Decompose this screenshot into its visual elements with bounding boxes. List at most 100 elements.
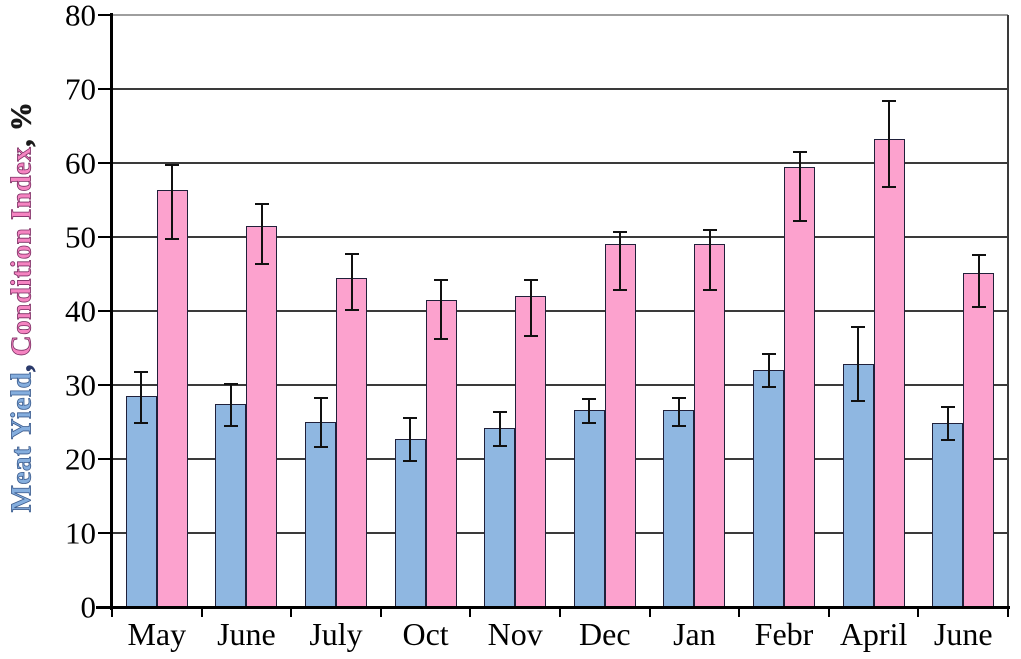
error-bar-1-7 bbox=[798, 151, 801, 221]
error-cap-top-0-4 bbox=[492, 411, 507, 414]
error-bar-1-2 bbox=[350, 254, 353, 310]
x-tick-label-5: Dec bbox=[579, 616, 631, 652]
bar-meat-yield-8 bbox=[842, 363, 874, 607]
x-tick-label-8: April bbox=[839, 616, 908, 652]
x-tick-label-0: May bbox=[127, 616, 187, 652]
x-axis-line bbox=[96, 606, 1010, 609]
y-tick-70 bbox=[98, 88, 112, 90]
y-tick-30 bbox=[98, 384, 112, 386]
error-bar-0-7 bbox=[767, 353, 770, 388]
gridline-20 bbox=[112, 458, 1008, 460]
bar-condition-index-1 bbox=[246, 225, 278, 607]
bar-meat-yield-4 bbox=[484, 427, 516, 607]
error-bar-1-6 bbox=[708, 229, 711, 290]
error-cap-top-1-4 bbox=[523, 278, 538, 281]
error-cap-bottom-0-3 bbox=[403, 460, 418, 463]
y-tick-label-10: 10 bbox=[65, 515, 96, 551]
x-tick-10 bbox=[1007, 607, 1009, 617]
error-cap-bottom-0-7 bbox=[761, 386, 776, 389]
x-tick-6 bbox=[648, 607, 651, 617]
error-cap-bottom-0-6 bbox=[671, 424, 686, 427]
y-tick-40 bbox=[98, 310, 112, 312]
gridline-50 bbox=[112, 236, 1008, 238]
x-tick-9 bbox=[917, 607, 920, 617]
error-cap-top-1-3 bbox=[434, 278, 449, 281]
x-tick-4 bbox=[469, 607, 472, 617]
error-cap-top-1-7 bbox=[792, 150, 807, 153]
x-tick-1 bbox=[200, 607, 203, 617]
error-cap-top-1-8 bbox=[882, 99, 897, 102]
bar-meat-yield-3 bbox=[394, 439, 426, 607]
y-tick-label-30: 30 bbox=[65, 367, 96, 403]
gridline-10 bbox=[112, 532, 1008, 534]
y-axis-label-part: Meat Yield bbox=[5, 371, 38, 513]
y-tick-label-0: 0 bbox=[80, 589, 97, 625]
error-bar-0-0 bbox=[140, 371, 143, 424]
bar-condition-index-7 bbox=[784, 166, 815, 607]
y-tick-label-80: 80 bbox=[65, 0, 96, 33]
error-cap-top-1-2 bbox=[344, 253, 359, 256]
error-cap-bottom-0-4 bbox=[492, 444, 507, 447]
error-cap-top-0-8 bbox=[851, 325, 866, 328]
error-cap-bottom-1-6 bbox=[702, 288, 717, 291]
bar-meat-yield-2 bbox=[305, 422, 336, 607]
gridline-80 bbox=[112, 14, 1008, 16]
x-tick-5 bbox=[559, 607, 561, 617]
bar-meat-yield-9 bbox=[932, 423, 964, 607]
error-bar-0-2 bbox=[319, 398, 322, 448]
error-cap-bottom-0-1 bbox=[223, 425, 238, 428]
error-cap-bottom-1-5 bbox=[613, 288, 628, 291]
y-tick-60 bbox=[98, 162, 112, 164]
x-tick-label-2: July bbox=[309, 616, 363, 652]
y-tick-80 bbox=[98, 14, 112, 16]
error-cap-bottom-1-0 bbox=[165, 238, 180, 241]
bar-condition-index-3 bbox=[425, 299, 457, 607]
error-bar-1-4 bbox=[529, 279, 532, 337]
x-tick-label-6: Jan bbox=[673, 616, 716, 652]
error-cap-bottom-1-4 bbox=[523, 335, 538, 338]
x-tick-8 bbox=[827, 607, 830, 617]
y-tick-10 bbox=[98, 532, 112, 534]
error-cap-bottom-1-8 bbox=[882, 186, 897, 189]
gridline-40 bbox=[112, 310, 1008, 312]
error-cap-top-1-1 bbox=[254, 202, 269, 205]
error-cap-bottom-1-2 bbox=[344, 308, 359, 311]
error-cap-bottom-1-3 bbox=[434, 338, 449, 341]
error-cap-top-0-0 bbox=[134, 370, 149, 373]
error-cap-top-0-3 bbox=[403, 417, 418, 420]
error-cap-bottom-0-9 bbox=[940, 438, 955, 441]
x-tick-label-4: Nov bbox=[487, 616, 543, 652]
x-tick-0 bbox=[111, 607, 113, 617]
error-bar-0-1 bbox=[229, 383, 232, 427]
y-tick-label-60: 60 bbox=[65, 145, 96, 181]
error-cap-bottom-0-5 bbox=[582, 421, 597, 424]
error-cap-top-0-1 bbox=[223, 382, 238, 385]
y-axis-label-part: Condition Index bbox=[5, 146, 38, 357]
bar-condition-index-0 bbox=[156, 190, 188, 607]
error-bar-1-9 bbox=[977, 254, 980, 307]
bar-meat-yield-1 bbox=[215, 404, 247, 607]
error-bar-0-6 bbox=[677, 397, 680, 426]
error-cap-top-0-5 bbox=[582, 398, 597, 401]
gridline-70 bbox=[112, 88, 1008, 90]
error-cap-top-1-0 bbox=[165, 164, 180, 167]
y-tick-50 bbox=[98, 236, 112, 238]
error-bar-1-5 bbox=[619, 231, 622, 290]
bar-condition-index-4 bbox=[515, 296, 547, 607]
error-cap-bottom-0-8 bbox=[851, 399, 866, 402]
x-tick-label-3: Oct bbox=[402, 616, 449, 652]
y-axis-label-part: , bbox=[5, 356, 38, 373]
error-bar-0-5 bbox=[588, 399, 591, 423]
x-tick-2 bbox=[290, 607, 293, 617]
error-bar-1-1 bbox=[260, 203, 263, 265]
error-cap-bottom-0-2 bbox=[313, 446, 328, 449]
error-cap-bottom-1-9 bbox=[971, 305, 986, 308]
y-tick-20 bbox=[98, 458, 112, 460]
bar-condition-index-8 bbox=[873, 138, 905, 607]
error-cap-bottom-0-0 bbox=[134, 422, 149, 425]
error-bar-1-3 bbox=[440, 279, 443, 340]
x-tick-label-7: Febr bbox=[754, 616, 814, 652]
error-bar-0-9 bbox=[946, 407, 949, 440]
bar-condition-index-5 bbox=[604, 243, 636, 607]
